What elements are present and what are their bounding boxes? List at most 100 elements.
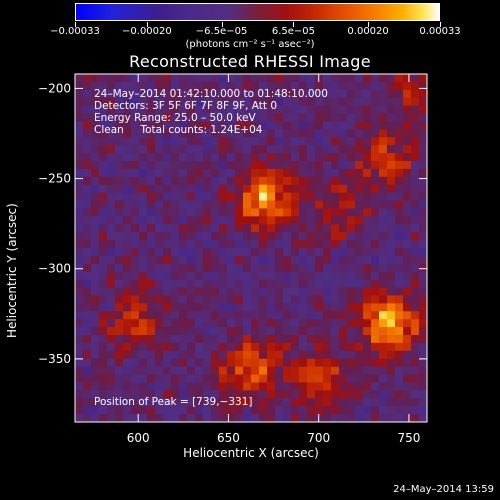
heatmap-cell <box>123 184 132 194</box>
heatmap-cell <box>259 287 268 296</box>
heatmap-cell <box>163 263 172 273</box>
heatmap-cell <box>211 240 220 249</box>
heatmap-cell <box>123 263 132 273</box>
heatmap-cell <box>307 327 316 336</box>
heatmap-cell <box>75 366 84 375</box>
heatmap-cell <box>331 295 340 304</box>
heatmap-cell <box>227 232 236 241</box>
heatmap-cell <box>235 153 244 162</box>
heatmap-cell <box>235 303 244 312</box>
heatmap-cell <box>195 382 204 391</box>
heatmap-cell <box>99 105 108 114</box>
heatmap-cell <box>155 224 164 233</box>
heatmap-cell <box>299 248 308 257</box>
heatmap-cell <box>339 184 348 194</box>
heatmap-cell <box>243 161 252 170</box>
heatmap-cell <box>131 350 140 360</box>
heatmap-cell <box>139 255 148 265</box>
heatmap-cell <box>291 382 300 391</box>
heatmap-cell <box>203 366 212 375</box>
heatmap-cell <box>371 129 380 138</box>
heatmap-cell <box>267 414 276 423</box>
heatmap-cell <box>307 350 316 360</box>
heatmap-cell <box>371 295 380 304</box>
heatmap-cell <box>195 89 204 99</box>
heatmap-cell <box>411 161 420 170</box>
heatmap-cell <box>179 208 188 217</box>
heatmap-cell <box>123 89 132 99</box>
heatmap-cell <box>323 271 332 281</box>
heatmap-cell <box>139 248 148 257</box>
heatmap-cell <box>315 200 324 209</box>
heatmap-cell <box>379 303 388 312</box>
heatmap-cell <box>219 121 228 130</box>
heatmap-cell <box>323 137 332 146</box>
heatmap-cell <box>179 145 188 154</box>
heatmap-cell <box>187 89 196 99</box>
heatmap-cell <box>211 216 220 225</box>
heatmap-cell <box>275 232 284 241</box>
heatmap-cell <box>99 113 108 122</box>
heatmap-cell <box>347 248 356 257</box>
heatmap-cell <box>227 374 236 383</box>
heatmap-cell <box>283 319 292 328</box>
heatmap-cell <box>147 398 156 407</box>
heatmap-cell <box>163 74 172 83</box>
heatmap-cell <box>275 358 284 368</box>
heatmap-cell <box>275 129 284 138</box>
heatmap-cell <box>195 105 204 114</box>
heatmap-cell <box>259 279 268 288</box>
heatmap-cell <box>315 279 324 288</box>
heatmap-cell <box>163 358 172 368</box>
heatmap-cell <box>115 208 124 217</box>
heatmap-cell <box>179 97 188 107</box>
heatmap-cell <box>171 216 180 225</box>
heatmap-cell <box>331 224 340 233</box>
heatmap-cell <box>251 303 260 312</box>
heatmap-cell <box>419 390 428 399</box>
heatmap-cell <box>83 113 92 122</box>
heatmap-cell <box>75 311 84 320</box>
heatmap-cell <box>203 263 212 273</box>
heatmap-cell <box>403 74 412 83</box>
heatmap-cell <box>179 184 188 194</box>
heatmap-cell <box>91 200 100 209</box>
heatmap-cell <box>139 398 148 407</box>
heatmap-cell <box>83 240 92 249</box>
heatmap-cell <box>243 295 252 304</box>
heatmap-cell <box>171 366 180 375</box>
heatmap-cell <box>283 327 292 336</box>
heatmap-cell <box>227 248 236 257</box>
heatmap-cell <box>227 216 236 225</box>
heatmap-cell <box>123 382 132 391</box>
heatmap-cell <box>115 74 124 83</box>
heatmap-cell <box>403 113 412 122</box>
heatmap-cell <box>243 208 252 217</box>
heatmap-cell <box>259 240 268 249</box>
heatmap-cell <box>291 342 300 352</box>
heatmap-cell <box>299 81 308 91</box>
heatmap-cell <box>227 192 236 201</box>
heatmap-cell <box>243 137 252 146</box>
heatmap-cell <box>235 350 244 360</box>
heatmap-cell <box>123 390 132 399</box>
heatmap-cell <box>275 121 284 130</box>
heatmap-cell <box>99 295 108 304</box>
heatmap-cell <box>155 176 164 186</box>
heatmap-cell <box>139 303 148 312</box>
heatmap-cell <box>323 374 332 383</box>
heatmap-cell <box>347 279 356 288</box>
heatmap-cell <box>267 390 276 399</box>
heatmap-cell <box>155 248 164 257</box>
heatmap-cell <box>347 105 356 114</box>
heatmap-cell <box>83 374 92 383</box>
heatmap-cell <box>347 192 356 201</box>
heatmap-cell <box>155 200 164 209</box>
heatmap-cell <box>355 113 364 122</box>
heatmap-cell <box>107 81 116 91</box>
heatmap-cell <box>203 295 212 304</box>
heatmap-cell <box>203 358 212 368</box>
heatmap-cell <box>195 232 204 241</box>
heatmap-cell <box>195 176 204 186</box>
heatmap-cell <box>299 224 308 233</box>
